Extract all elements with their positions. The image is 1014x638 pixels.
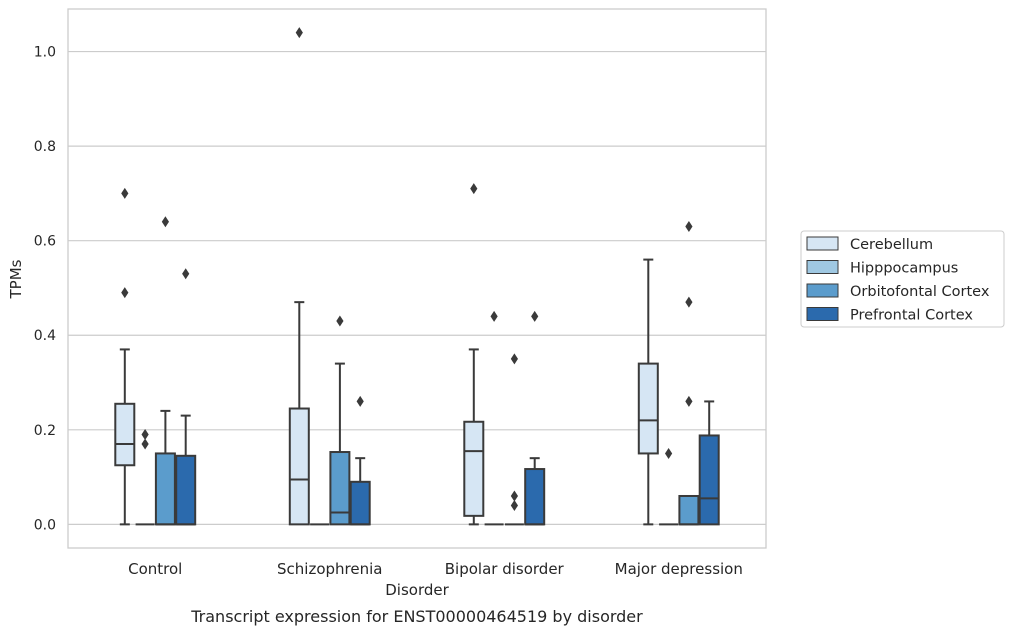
box xyxy=(678,494,700,526)
box xyxy=(154,452,176,526)
outlier-point xyxy=(531,310,539,322)
outlier-point xyxy=(685,395,693,407)
box xyxy=(698,434,720,526)
outlier-point xyxy=(141,438,149,450)
x-tick-label: Control xyxy=(128,560,182,578)
box xyxy=(175,454,197,526)
outlier-point xyxy=(121,287,129,299)
legend-label: Prefrontal Cortex xyxy=(850,308,973,324)
legend-swatch xyxy=(806,307,839,321)
legend-frame xyxy=(800,230,1005,328)
box-group xyxy=(329,315,351,526)
box-group xyxy=(698,400,720,526)
box-group xyxy=(135,429,155,526)
y-tick-label: 0.0 xyxy=(34,517,56,533)
outlier-point xyxy=(685,220,693,232)
box-group xyxy=(637,258,659,526)
box-group xyxy=(114,187,136,526)
y-tick-label: 0.2 xyxy=(34,423,56,439)
box-group xyxy=(154,216,176,526)
x-tick-label: Bipolar disorder xyxy=(445,560,565,578)
legend-label: Orbitofontal Cortex xyxy=(850,284,990,300)
x-axis-ticks: Control Schizophrenia Bipolar disorder Majo… xyxy=(128,560,743,578)
box xyxy=(637,362,659,455)
outlier-point xyxy=(490,310,498,322)
box xyxy=(114,402,136,467)
outlier-point xyxy=(356,395,364,407)
y-axis-ticks: 0.0 0.2 0.4 0.6 0.8 1.0 xyxy=(34,45,56,534)
x-tick-label: Schizophrenia xyxy=(277,560,382,578)
outlier-point xyxy=(121,187,129,199)
box xyxy=(524,468,546,526)
outlier-point xyxy=(665,447,673,459)
legend-swatch xyxy=(806,236,839,251)
box-group xyxy=(484,310,504,526)
chart-caption: Transcript expression for ENST0000046451… xyxy=(190,607,643,626)
box-group xyxy=(524,310,546,526)
outlier-point xyxy=(510,490,518,502)
box-group xyxy=(678,220,700,526)
y-tick-label: 0.8 xyxy=(34,139,56,155)
box xyxy=(349,480,371,526)
outlier-point xyxy=(336,315,344,327)
box xyxy=(329,451,351,526)
outlier-point xyxy=(295,27,303,39)
outlier-point xyxy=(510,499,518,511)
outlier-point xyxy=(510,353,518,365)
outlier-point xyxy=(685,296,693,308)
y-tick-label: 1.0 xyxy=(34,45,56,61)
box-group xyxy=(504,353,524,526)
legend: Cerebellum Hipppocampus Orbitofontal Corte… xyxy=(800,230,1005,328)
y-tick-label: 0.6 xyxy=(34,234,56,250)
box xyxy=(288,407,310,526)
boxes xyxy=(114,27,720,526)
box-group xyxy=(288,27,310,526)
outlier-point xyxy=(182,268,190,280)
outlier-point xyxy=(141,429,149,441)
legend-label: Cerebellum xyxy=(850,237,933,253)
box-group xyxy=(175,268,197,526)
box xyxy=(463,420,485,517)
legend-swatch xyxy=(806,260,839,274)
outlier-point xyxy=(161,216,169,228)
box-group xyxy=(463,183,485,526)
y-tick-label: 0.4 xyxy=(34,328,56,344)
box-group xyxy=(349,395,371,526)
y-axis-label: TPMs xyxy=(7,259,25,299)
x-tick-label: Major depression xyxy=(615,560,743,578)
legend-swatch xyxy=(806,283,839,298)
plot-frame xyxy=(67,8,767,549)
legend-label: Hipppocampus xyxy=(850,261,958,277)
outlier-point xyxy=(470,183,478,195)
x-axis-label: Disorder xyxy=(385,581,449,599)
box-group xyxy=(659,447,679,526)
